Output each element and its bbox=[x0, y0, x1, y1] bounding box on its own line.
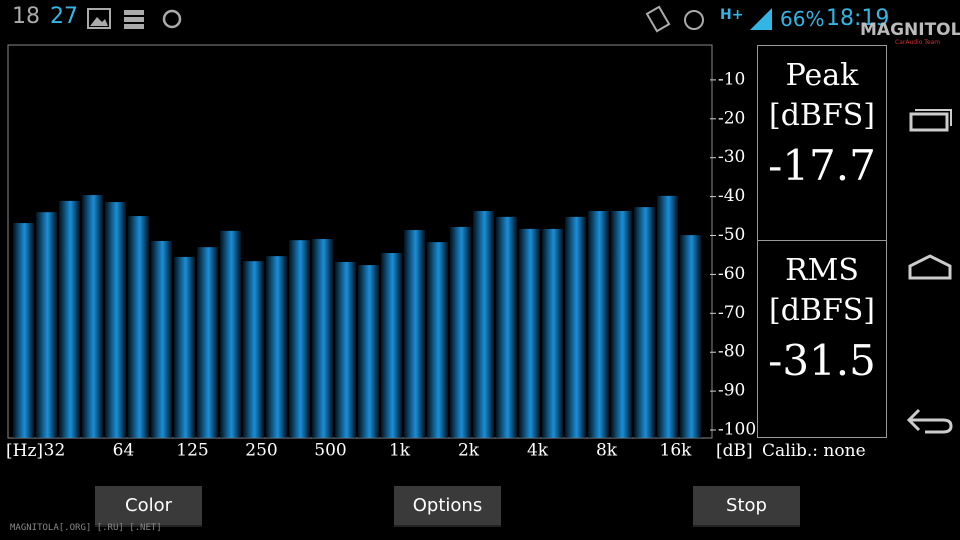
x-unit: [Hz] bbox=[6, 441, 44, 461]
x-tick-label: 32 bbox=[44, 441, 66, 461]
bar bbox=[565, 216, 586, 438]
x-tick-label: 500 bbox=[314, 441, 346, 461]
bar bbox=[197, 247, 218, 438]
y-tick-label: -50 bbox=[718, 225, 745, 245]
y-tick-label: -10 bbox=[718, 69, 745, 89]
y-tick-label: -20 bbox=[718, 108, 745, 128]
bar bbox=[519, 228, 540, 438]
status-date: 27 bbox=[50, 4, 78, 29]
bar bbox=[427, 242, 448, 438]
options-button[interactable]: Options bbox=[394, 486, 501, 527]
bar bbox=[473, 211, 494, 438]
y-tick-label: -100 bbox=[718, 420, 756, 440]
bar bbox=[59, 200, 80, 438]
bar bbox=[381, 253, 402, 438]
x-tick-label: 1k bbox=[389, 441, 411, 461]
y-tick-label: -90 bbox=[718, 381, 745, 401]
spectrum-chart: -10 -20 -30 -40 -50 -60 -70 -80 -90 -100 32 64 125 25… bbox=[7, 44, 756, 461]
bar bbox=[358, 265, 379, 438]
peak-panel: Peak [dBFS] -17.7 bbox=[757, 45, 887, 241]
bar bbox=[634, 207, 655, 438]
bar bbox=[151, 240, 172, 438]
status-right-icons: H+ bbox=[645, 5, 772, 33]
x-tick-label: 16k bbox=[660, 441, 693, 461]
bar bbox=[266, 256, 287, 438]
x-tick-label: 8k bbox=[596, 441, 618, 461]
rms-panel: RMS [dBFS] -31.5 bbox=[757, 240, 887, 438]
bar bbox=[174, 256, 195, 438]
y-tick-label: -40 bbox=[718, 186, 745, 206]
bar bbox=[680, 235, 701, 438]
bar bbox=[289, 240, 310, 438]
rms-value: -31.5 bbox=[768, 336, 876, 385]
color-button[interactable]: Color bbox=[95, 486, 202, 527]
stop-button[interactable]: Stop bbox=[693, 486, 800, 527]
battery: 66% bbox=[780, 7, 825, 31]
bar bbox=[13, 223, 34, 438]
status-icons bbox=[87, 8, 182, 29]
bar bbox=[128, 216, 149, 438]
x-tick-label: 64 bbox=[113, 441, 135, 461]
rms-label: RMS bbox=[785, 253, 859, 288]
bar bbox=[243, 261, 264, 438]
plot-frame bbox=[7, 44, 713, 439]
bar bbox=[335, 261, 356, 438]
y-tick-label: -30 bbox=[718, 147, 745, 167]
svg-text:H+: H+ bbox=[720, 7, 743, 23]
watermark: MAGNITOLA bbox=[860, 20, 960, 40]
y-tick-label: -60 bbox=[718, 264, 745, 284]
peak-value: -17.7 bbox=[768, 141, 876, 190]
rms-unit: [dBFS] bbox=[768, 293, 876, 328]
bar bbox=[657, 195, 678, 438]
y-tick-label: -80 bbox=[718, 342, 745, 362]
x-tick-label: 4k bbox=[527, 441, 549, 461]
bar bbox=[220, 230, 241, 438]
watermark-sub: CarAudio Team bbox=[895, 39, 941, 46]
bar bbox=[450, 226, 471, 438]
bar bbox=[105, 202, 126, 438]
x-tick-label: 125 bbox=[176, 441, 208, 461]
clock: 18:19 bbox=[826, 6, 890, 31]
bar bbox=[588, 211, 609, 438]
bar bbox=[82, 195, 103, 438]
bar bbox=[496, 216, 517, 438]
x-tick-label: 250 bbox=[245, 441, 277, 461]
status-hour: 18 bbox=[12, 4, 40, 29]
bar bbox=[312, 239, 333, 438]
calibration: Calib.: none bbox=[762, 441, 866, 461]
peak-label: Peak bbox=[785, 58, 859, 93]
peak-unit: [dBFS] bbox=[768, 98, 876, 133]
footer: MAGNITOLA[.ORG] [.RU] [.NET] bbox=[10, 523, 162, 533]
nav-bar[interactable] bbox=[905, 100, 955, 440]
y-unit: [dB] bbox=[716, 441, 753, 461]
bar bbox=[36, 212, 57, 438]
bar bbox=[611, 211, 632, 438]
y-tick-label: -70 bbox=[718, 303, 745, 323]
bar bbox=[542, 228, 563, 438]
x-tick-label: 2k bbox=[458, 441, 480, 461]
bar bbox=[404, 230, 425, 438]
